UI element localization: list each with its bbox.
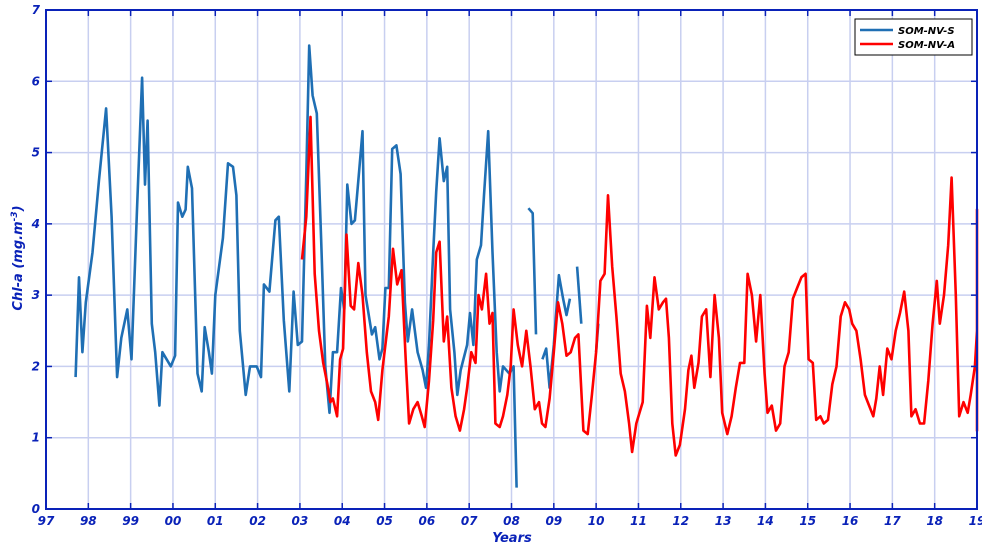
x-tick-label: 97 (38, 514, 55, 528)
y-axis-ticks: 0 1 2 3 4 5 6 7 (31, 3, 977, 516)
y-axis-title-main: Chl-a (mg.m (11, 221, 26, 310)
y-tick-label: 0 (32, 502, 40, 516)
x-tick-label: 19 (969, 514, 982, 528)
series-line-som-nv-s-segment-2 (527, 207, 538, 335)
y-axis-title-superscript: -3 (10, 211, 20, 221)
legend-label: SOM-NV-S (898, 26, 955, 37)
y-tick-label: 2 (32, 359, 40, 373)
series-line-som-nv-a-segment-1 (300, 115, 979, 457)
x-tick-label: 07 (461, 514, 478, 528)
x-tick-label: 18 (926, 514, 943, 528)
x-tick-label: 98 (80, 514, 97, 528)
x-tick-label: 99 (122, 514, 139, 528)
y-tick-label: 1 (32, 431, 40, 445)
legend: SOM-NV-S SOM-NV-A (854, 18, 973, 56)
x-axis-title: Years (492, 531, 532, 546)
y-tick-label: 6 (32, 74, 40, 88)
grid-lines (46, 10, 977, 509)
x-tick-label: 08 (503, 514, 520, 528)
x-tick-label: 17 (884, 514, 901, 528)
series-lines (74, 44, 979, 488)
x-axis-ticks: 97 98 99 00 01 02 03 04 05 06 07 08 09 10 11 12 13 14 15 16… (38, 10, 982, 528)
x-tick-label: 14 (757, 514, 774, 528)
x-tick-label: 05 (376, 514, 393, 528)
series-line-som-nv-s-segment-4 (575, 266, 583, 324)
y-tick-label: 5 (32, 146, 40, 160)
y-tick-label: 3 (32, 288, 40, 302)
x-tick-label: 09 (545, 514, 562, 528)
x-tick-label: 16 (842, 514, 859, 528)
x-tick-label: 06 (419, 514, 436, 528)
y-tick-label: 7 (32, 3, 41, 17)
legend-box (854, 18, 973, 56)
y-tick-label: 4 (31, 217, 40, 231)
x-tick-label: 00 (165, 514, 182, 528)
y-axis-title-close: ) (11, 205, 26, 212)
x-tick-label: 02 (249, 514, 266, 528)
x-tick-label: 04 (334, 514, 351, 528)
series-line-som-nv-s-segment-1 (74, 44, 518, 488)
x-tick-label: 10 (588, 514, 605, 528)
x-tick-label: 12 (672, 514, 689, 528)
x-tick-label: 03 (292, 514, 309, 528)
x-tick-label: 13 (715, 514, 732, 528)
x-tick-label: 11 (630, 514, 647, 528)
x-tick-label: 15 (799, 514, 816, 528)
y-axis-title: Chl-a (mg.m-3) (10, 205, 26, 310)
x-tick-label: 01 (207, 514, 224, 528)
legend-label: SOM-NV-A (898, 40, 955, 51)
